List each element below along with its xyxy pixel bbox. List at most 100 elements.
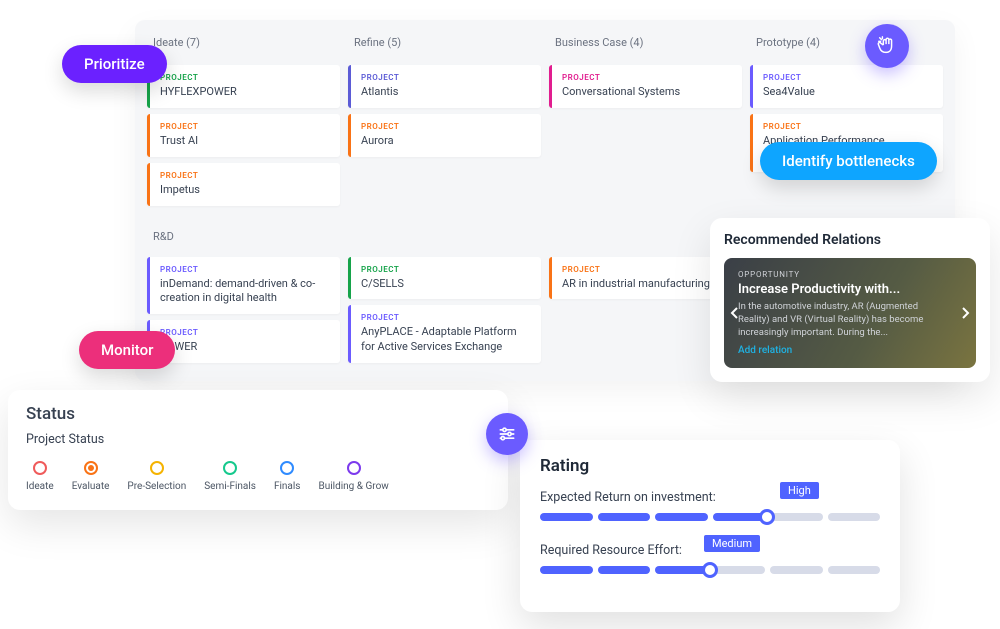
column-header: Ideate (7) — [147, 32, 340, 57]
roi-slider[interactable] — [540, 513, 880, 521]
status-circle-icon — [150, 461, 164, 475]
identify-bottlenecks-pill[interactable]: Identify bottlenecks — [760, 142, 937, 180]
status-item[interactable]: Finals — [274, 461, 301, 492]
project-label: PROJECT — [562, 73, 732, 82]
slider-segment — [713, 513, 766, 521]
project-card[interactable]: PROJECTImpetus — [147, 163, 340, 206]
add-relation-link[interactable]: Add relation — [738, 345, 950, 356]
status-item-label: Finals — [274, 481, 301, 492]
project-card[interactable]: PROJECT Sea4Value — [750, 65, 943, 108]
project-title: HYFLEXPOWER — [160, 85, 330, 100]
project-card[interactable]: PROJECT C/SELLS — [348, 257, 541, 300]
status-item-label: Evaluate — [72, 481, 110, 492]
project-title: Conversational Systems — [562, 85, 732, 100]
pointer-hand-icon[interactable] — [865, 24, 909, 68]
roi-label: Expected Return on investment: — [540, 490, 716, 505]
project-title: AnyPLACE - Adaptable Platform for Active… — [361, 325, 531, 355]
relations-panel: Recommended Relations OPPORTUNITY Increa… — [710, 218, 990, 382]
project-label: PROJECT — [160, 73, 330, 82]
monitor-pill[interactable]: Monitor — [79, 331, 175, 369]
status-item-label: Building & Grow — [318, 481, 388, 492]
slider-segment — [540, 513, 593, 521]
project-title: Sea4Value — [763, 85, 933, 100]
slider-thumb[interactable] — [702, 562, 718, 578]
project-title: AR in industrial manufacturing — [562, 277, 732, 292]
status-panel: Status Project Status Ideate Evaluate Pre-… — [8, 390, 508, 510]
project-label: PROJECT — [361, 265, 531, 274]
kanban-column: PROJECT inDemand: demand-driven & co-crea… — [147, 257, 340, 370]
status-circle-icon — [280, 461, 294, 475]
project-label: PROJECT — [160, 328, 330, 337]
project-card[interactable]: PROJECTTrust AI — [147, 114, 340, 157]
project-title: C/SELLS — [361, 277, 531, 292]
project-label: PROJECT — [763, 122, 933, 131]
status-row: Ideate Evaluate Pre-Selection Semi-Finals Fi… — [26, 461, 490, 492]
project-title: Impetus — [160, 183, 330, 198]
column-header: Refine (5) — [348, 32, 541, 57]
chevron-left-icon[interactable] — [726, 304, 744, 322]
project-card[interactable]: PROJECT Aurora — [348, 114, 541, 157]
effort-value-badge: Medium — [704, 535, 760, 552]
rating-title: Rating — [540, 456, 880, 476]
kanban-column: PROJECTSea4ValuePROJECTApplication Perfo… — [750, 65, 943, 212]
status-subtitle: Project Status — [26, 432, 490, 447]
slider-segment — [770, 513, 823, 521]
roi-value-badge: High — [780, 482, 819, 499]
project-label: PROJECT — [160, 122, 330, 131]
project-label: PROJECT — [562, 265, 732, 274]
relation-card-title: Increase Productivity with... — [738, 282, 950, 297]
slider-segment — [828, 513, 881, 521]
slider-thumb[interactable] — [759, 509, 775, 525]
status-item-label: Semi-Finals — [204, 481, 256, 492]
status-item[interactable]: Pre-Selection — [127, 461, 186, 492]
project-card[interactable]: PROJECTAnyPLACE - Adaptable Platform for… — [348, 305, 541, 363]
status-item[interactable]: Evaluate — [72, 461, 110, 492]
project-card[interactable]: PROJECT Atlantis — [348, 65, 541, 108]
relation-opportunity-label: OPPORTUNITY — [738, 270, 950, 279]
relations-title: Recommended Relations — [724, 232, 976, 248]
project-card[interactable]: PROJECT Conversational Systems — [549, 65, 742, 108]
project-title: Aurora — [361, 134, 531, 149]
status-item[interactable]: Semi-Finals — [204, 461, 256, 492]
project-title: Atlantis — [361, 85, 531, 100]
status-item[interactable]: Ideate — [26, 461, 54, 492]
status-circle-icon — [33, 461, 47, 475]
prioritize-pill[interactable]: Prioritize — [62, 45, 167, 83]
project-title: inDemand: demand-driven & co-creation in… — [160, 277, 330, 307]
relation-card-desc: In the automotive industry, AR (Augmente… — [738, 301, 950, 339]
chevron-right-icon[interactable] — [956, 304, 974, 322]
status-circle-icon — [347, 461, 361, 475]
project-title: POWER — [160, 340, 330, 355]
slider-segment — [655, 513, 708, 521]
settings-icon[interactable] — [486, 413, 528, 455]
status-circle-icon — [223, 461, 237, 475]
slider-segment — [655, 566, 708, 574]
kanban-column: PROJECT Conversational Systems — [549, 65, 742, 212]
relation-card[interactable]: OPPORTUNITY Increase Productivity with..… — [724, 258, 976, 368]
project-label: PROJECT — [160, 265, 330, 274]
project-label: PROJECT — [361, 122, 531, 131]
project-card[interactable]: PROJECT HYFLEXPOWER — [147, 65, 340, 108]
slider-segment — [770, 566, 823, 574]
kanban-column: PROJECTHYFLEXPOWERPROJECTTrust AIPROJECT… — [147, 65, 340, 212]
project-card[interactable]: PROJECT inDemand: demand-driven & co-crea… — [147, 257, 340, 315]
column-header: Prototype (4) — [750, 32, 943, 57]
slider-segment — [598, 513, 651, 521]
status-circle-icon — [84, 461, 98, 475]
project-label: PROJECT — [763, 73, 933, 82]
slider-segment — [828, 566, 881, 574]
rating-panel: Rating Expected Return on investment: Hi… — [520, 440, 900, 612]
effort-label: Required Resource Effort: — [540, 543, 682, 558]
kanban-column: PROJECT Atlantis PROJECT Aurora — [348, 65, 541, 212]
status-item-label: Ideate — [26, 481, 54, 492]
status-item-label: Pre-Selection — [127, 481, 186, 492]
effort-slider[interactable] — [540, 566, 880, 574]
kanban-column: PROJECT C/SELLS PROJECTAnyPLACE - Adaptabl… — [348, 257, 541, 370]
status-title: Status — [26, 404, 490, 424]
status-item[interactable]: Building & Grow — [318, 461, 388, 492]
project-card[interactable]: PROJECT POWER — [147, 320, 340, 363]
column-header: Business Case (4) — [549, 32, 742, 57]
project-label: PROJECT — [361, 73, 531, 82]
slider-segment — [540, 566, 593, 574]
slider-segment — [598, 566, 651, 574]
